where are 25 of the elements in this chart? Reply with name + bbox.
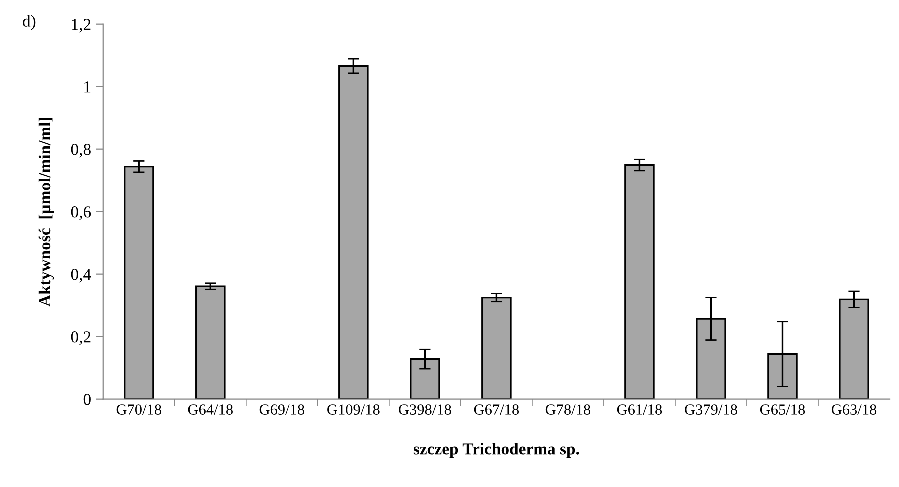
x-tick-label: G109/18 <box>328 404 380 415</box>
x-tick-label: G69/18 <box>260 404 304 415</box>
y-tick-label: 0,8 <box>71 144 91 158</box>
x-axis-title: szczep Trichoderma sp. <box>414 443 580 458</box>
text: d) <box>23 15 36 30</box>
x-tick-label: G63/18 <box>832 404 877 415</box>
y-tick-label: 0,4 <box>71 269 92 283</box>
y-axis-title: Aktywność [µmol/min/ml] <box>38 118 54 307</box>
y-tick-label: 1 <box>84 82 91 93</box>
x-tick-label: G379/18 <box>685 404 738 415</box>
x-tick-label: G61/18 <box>617 404 662 415</box>
x-tick-label: G398/18 <box>399 404 452 415</box>
x-tick-label: G64/18 <box>188 404 233 415</box>
y-tick-label: 0 <box>84 394 91 406</box>
bar <box>624 164 655 400</box>
bar <box>124 166 154 400</box>
bar <box>196 286 226 400</box>
bar <box>482 296 512 400</box>
y-tick-label: 1,2 <box>72 19 91 33</box>
x-tick-label: G78/18 <box>546 404 591 415</box>
x-tick-label: G70/18 <box>116 404 162 415</box>
y-tick-label: 0,6 <box>71 206 92 220</box>
x-tick-label: G65/18 <box>760 404 806 415</box>
y-tick-label: 0,2 <box>71 332 91 346</box>
x-tick-label: G67/18 <box>474 404 520 415</box>
